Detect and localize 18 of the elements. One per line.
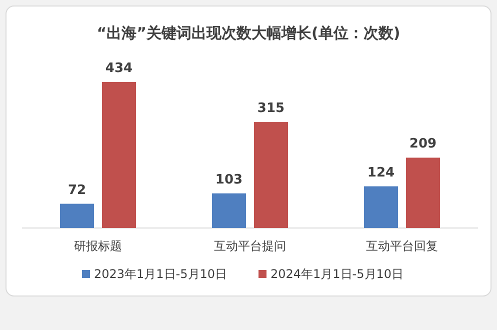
x-tick-label: 研报标题	[74, 239, 122, 253]
bar	[406, 158, 440, 228]
data-label: 209	[409, 136, 437, 152]
bar	[102, 82, 136, 228]
legend-label: 2023年1月1日-5月10日	[94, 267, 228, 281]
data-label: 72	[68, 182, 86, 198]
data-label: 315	[257, 101, 285, 116]
bar	[364, 186, 398, 228]
data-label: 124	[367, 165, 395, 180]
bar	[60, 204, 94, 228]
title: “出海”关键词出现次数大幅增长(单位：次数)	[96, 24, 400, 42]
data-label: 103	[215, 172, 243, 188]
data-label: 434	[105, 61, 133, 76]
x-tick-label: 互动平台回复	[366, 239, 438, 253]
bar	[212, 193, 246, 228]
bar	[254, 122, 288, 228]
legend-label: 2024年1月1日-5月10日	[270, 267, 404, 281]
x-tick-label: 互动平台提问	[214, 239, 286, 253]
